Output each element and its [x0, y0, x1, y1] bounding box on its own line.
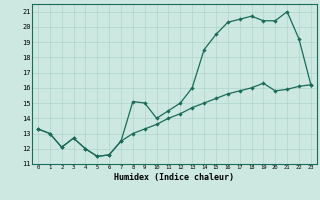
X-axis label: Humidex (Indice chaleur): Humidex (Indice chaleur)	[115, 173, 234, 182]
